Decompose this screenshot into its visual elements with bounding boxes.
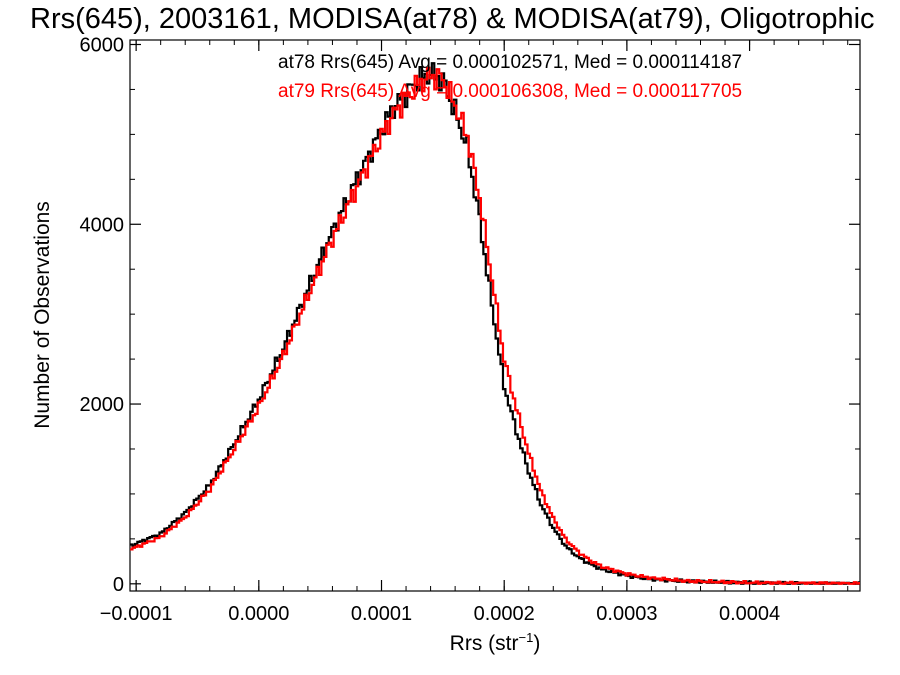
y-tick-label: 6000 <box>80 34 125 56</box>
x-axis-label: Rrs (str−1) <box>450 630 541 655</box>
y-tick-label: 4000 <box>80 214 125 236</box>
x-axis-ticks: −0.0001 0.0000 0.0001 0.0002 0.0003 0.0004 <box>100 40 849 625</box>
chart-title: Rrs(645), 2003161, MODISA(at78) & MODISA… <box>30 3 875 35</box>
plot-frame <box>129 39 861 592</box>
series-layer <box>130 62 860 585</box>
x-tick-label: 0.0001 <box>351 603 412 625</box>
x-tick-label: −0.0001 <box>100 603 173 625</box>
x-axis-label-main: Rrs (str <box>450 632 519 655</box>
y-axis-ticks: 0 2000 4000 6000 <box>80 34 860 596</box>
x-tick-label: 0.0002 <box>474 603 535 625</box>
x-axis-label-superscript: −1 <box>519 630 534 645</box>
y-tick-label: 0 <box>113 574 124 596</box>
series-at79-line <box>130 66 860 585</box>
series-at78-line <box>130 62 860 585</box>
x-tick-label: 0.0000 <box>228 603 289 625</box>
y-tick-label: 2000 <box>80 394 125 416</box>
x-tick-label: 0.0003 <box>596 603 657 625</box>
y-axis-label: Number of Observations <box>31 201 54 429</box>
x-tick-label: 0.0004 <box>719 603 780 625</box>
annotation-at79: at79 Rrs(645) Avg = 0.000106308, Med = 0… <box>278 81 742 102</box>
x-axis-label-suffix: ) <box>533 632 540 655</box>
annotation-at78: at78 Rrs(645) Avg = 0.000102571, Med = 0… <box>278 52 742 73</box>
